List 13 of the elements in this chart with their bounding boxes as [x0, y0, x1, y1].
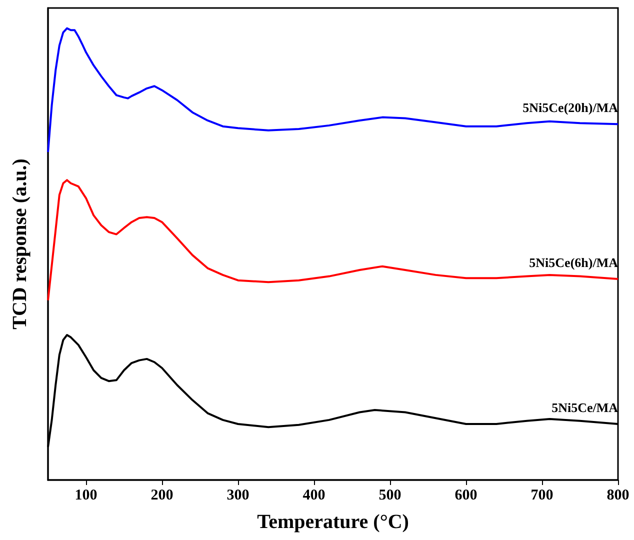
- y-axis-title: TCD response (a.u.): [9, 158, 31, 330]
- x-tick-label: 800: [606, 488, 630, 504]
- series-label: 5Ni5Ce(20h)/MA: [522, 100, 619, 116]
- x-tick-label: 200: [150, 488, 174, 504]
- x-tick-label: 600: [454, 488, 478, 504]
- x-axis-title: Temperature (°C): [257, 511, 409, 533]
- x-tick-label: 500: [378, 488, 402, 504]
- x-tick-label: 700: [530, 488, 554, 504]
- x-tick-label: 400: [302, 488, 326, 504]
- x-tick-label: 300: [226, 488, 250, 504]
- series-label: 5Ni5Ce(6h)/MA: [529, 255, 619, 270]
- x-tick-label: 100: [74, 488, 98, 504]
- series-label: 5Ni5Ce/MA: [552, 400, 619, 415]
